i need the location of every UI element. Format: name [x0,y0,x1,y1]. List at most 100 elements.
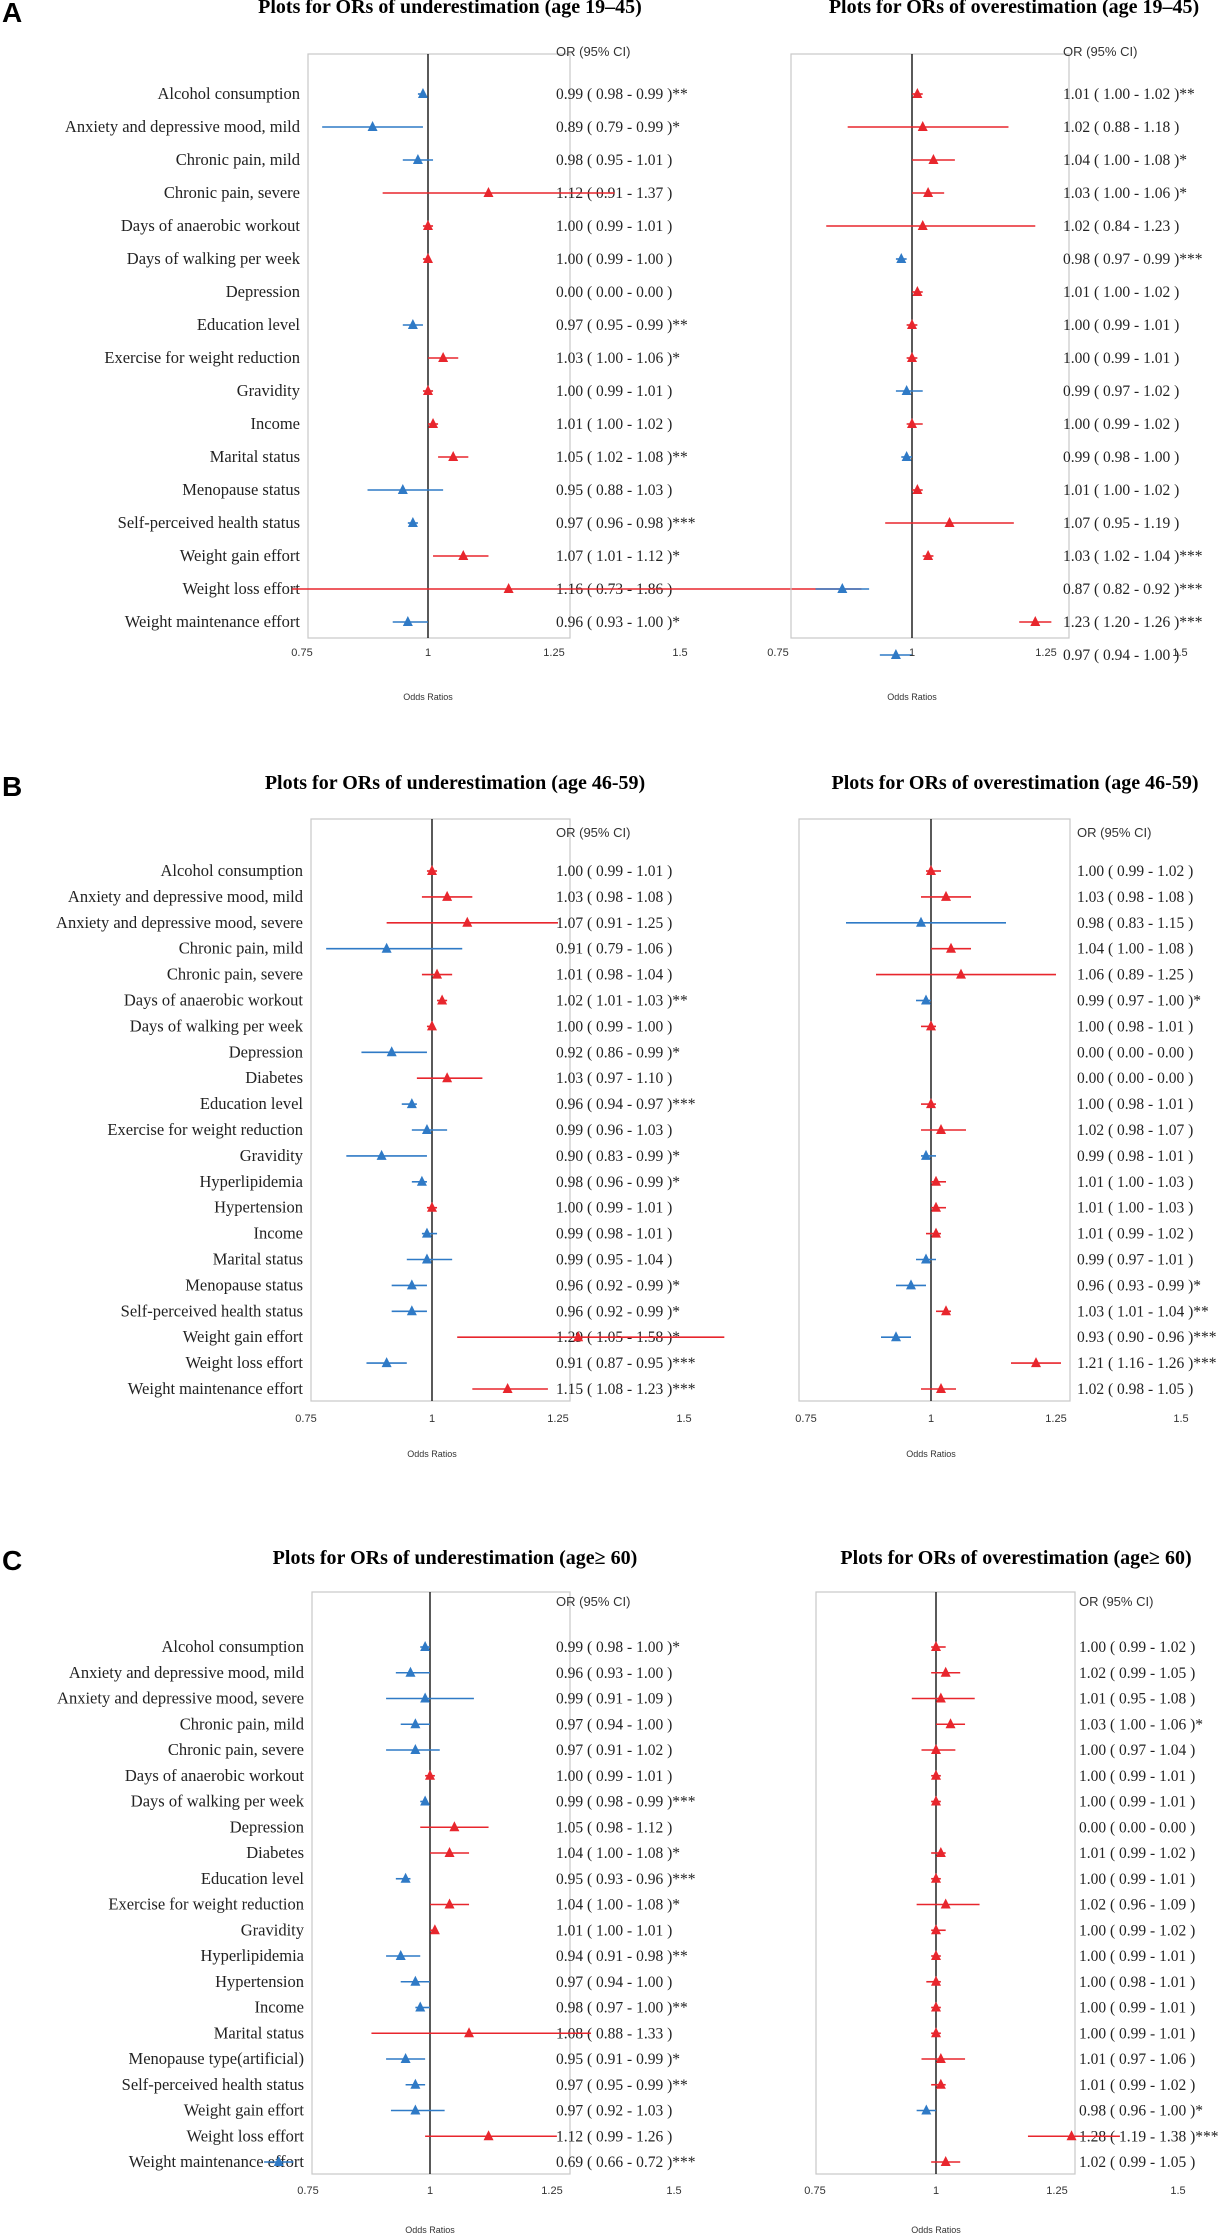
point-estimate [429,1924,440,1935]
row-label: Hyperlipidemia [200,1946,304,1965]
ci-text: 1.02 ( 0.88 - 1.18 ) [1063,119,1179,136]
ci-text: 1.02 ( 0.84 - 1.23 ) [1063,218,1179,235]
row-label: Exercise for weight reduction [107,1120,303,1139]
panel-title: Plots for ORs of overestimation (age≥ 60… [840,1547,1191,1569]
point-estimate [917,121,928,131]
point-estimate [931,2027,941,2038]
point-estimate [503,583,514,593]
ci-text: 1.00 ( 0.98 - 1.01 ) [1079,1974,1195,1991]
point-estimate [421,1124,432,1134]
x-tick-label: 1.25 [541,2185,562,2197]
ci-text: 1.02 ( 0.99 - 1.05 ) [1079,2154,1195,2171]
point-estimate [931,1769,941,1780]
plot-frame [311,1591,571,2175]
row-label: Days of anaerobic workout [125,1766,305,1785]
row-label: Days of anaerobic workout [121,216,301,235]
point-estimate [936,1124,946,1134]
point-estimate [464,2027,475,2038]
ci-text: 0.96 ( 0.94 - 0.97 )*** [556,1096,696,1113]
ci-text: 1.00 ( 0.99 - 1.01 ) [1063,350,1179,367]
row-label: Menopause status [182,480,300,499]
point-estimate [891,1331,901,1342]
x-tick-label: 1.5 [676,1413,691,1425]
ci-text: 1.03 ( 1.00 - 1.06 )* [556,350,680,367]
point-estimate [837,583,848,593]
row-label: Chronic pain, severe [168,1740,304,1759]
row-label: Weight maintenance effort [128,1379,304,1398]
point-estimate [923,187,934,197]
row-label: Weight gain effort [183,1327,304,1346]
ci-text: 0.97 ( 0.95 - 0.99 )** [556,2077,688,2094]
ci-text: 0.97 ( 0.94 - 1.00 ) [556,1974,672,1991]
point-estimate [400,2053,411,2063]
ci-text: 0.89 ( 0.79 - 0.99 )* [556,119,680,136]
point-estimate [901,451,912,461]
ci-text: 1.00 ( 0.99 - 1.02 ) [1063,416,1179,433]
point-estimate [907,352,917,362]
point-estimate [397,484,408,494]
ci-text: 0.91 ( 0.87 - 0.95 )*** [556,1355,696,1372]
ci-text: 1.28 ( 1.19 - 1.38 )*** [1079,2128,1219,2145]
row-label: Gravidity [240,1146,304,1165]
ci-text: 1.01 ( 1.00 - 1.02 ) [1063,284,1179,301]
point-estimate [405,1666,416,1677]
point-estimate [926,1020,936,1031]
row-label: Days of walking per week [131,1792,305,1811]
ci-text: 1.00 ( 0.99 - 1.01 ) [1063,317,1179,334]
point-estimate [410,1975,421,1986]
point-estimate [406,1098,417,1109]
ci-text: 0.00 ( 0.00 - 0.00 ) [1077,1044,1193,1061]
or-header: OR (95% CI) [1063,44,1137,59]
point-estimate [420,1692,431,1703]
row-label: Anxiety and depressive mood, mild [69,1663,305,1682]
point-estimate [923,550,934,560]
plot-frame [815,1591,1076,2175]
x-axis-label: Odds Ratios [887,692,937,702]
ci-text: 0.98 ( 0.95 - 1.01 ) [556,152,672,169]
row-label: Days of walking per week [127,249,301,268]
ci-text: 1.06 ( 0.89 - 1.25 ) [1077,967,1193,984]
point-estimate [421,1227,432,1238]
ci-text: 0.99 ( 0.98 - 1.01 ) [556,1226,672,1243]
x-tick-label: 1.5 [1173,1413,1188,1425]
row-label: Marital status [213,1250,303,1269]
row-label: Days of walking per week [130,1016,304,1035]
point-estimate [931,1201,941,1212]
ci-text: 0.99 ( 0.96 - 1.03 ) [556,1122,672,1139]
ci-text: 1.03 ( 0.98 - 1.08 ) [1077,889,1193,906]
ci-text: 0.98 ( 0.96 - 0.99 )* [556,1174,680,1191]
point-estimate [423,253,433,263]
panel-letter: A [2,0,22,28]
ci-text: 1.01 ( 0.98 - 1.04 ) [556,967,672,984]
point-estimate [395,1950,406,1960]
x-tick-label: 1.25 [1045,1413,1066,1425]
point-estimate [931,1744,941,1754]
row-label: Self-perceived health status [118,513,300,532]
ci-text: 1.00 ( 0.99 - 1.01 ) [1079,2000,1195,2017]
ci-text: 0.98 ( 0.83 - 1.15 ) [1077,915,1193,932]
ci-text: 1.04 ( 1.00 - 1.08 )* [556,1845,680,1862]
x-axis-label: Odds Ratios [906,1449,956,1459]
point-estimate [931,1950,941,1960]
x-tick-label: 1.25 [543,647,564,659]
forest-panel-3: B Plots for ORs of underestimation (age 4… [2,771,725,1459]
ci-text: 1.00 ( 0.99 - 1.00 ) [556,1018,672,1035]
point-estimate [406,1279,417,1290]
x-tick-label: 1 [933,2185,939,2197]
x-tick-label: 0.75 [295,1413,316,1425]
row-label: Diabetes [245,1068,303,1087]
row-label: Chronic pain, mild [179,939,304,958]
x-tick-label: 1.25 [547,1413,568,1425]
ci-text: 1.04 ( 1.00 - 1.08 )* [1063,152,1187,169]
or-header: OR (95% CI) [1077,825,1151,840]
point-estimate [907,319,917,329]
ci-text: 1.02 ( 0.98 - 1.05 ) [1077,1381,1193,1398]
ci-text: 0.00 ( 0.00 - 0.00 ) [556,284,672,301]
x-tick-label: 1 [425,647,431,659]
point-estimate [935,1692,946,1703]
or-header: OR (95% CI) [556,44,630,59]
ci-text: 0.93 ( 0.90 - 0.96 )*** [1077,1329,1217,1346]
point-estimate [928,154,939,164]
ci-text: 1.01 ( 0.99 - 1.02 ) [1079,1845,1195,1862]
ci-text: 1.01 ( 1.00 - 1.03 ) [1077,1200,1193,1217]
